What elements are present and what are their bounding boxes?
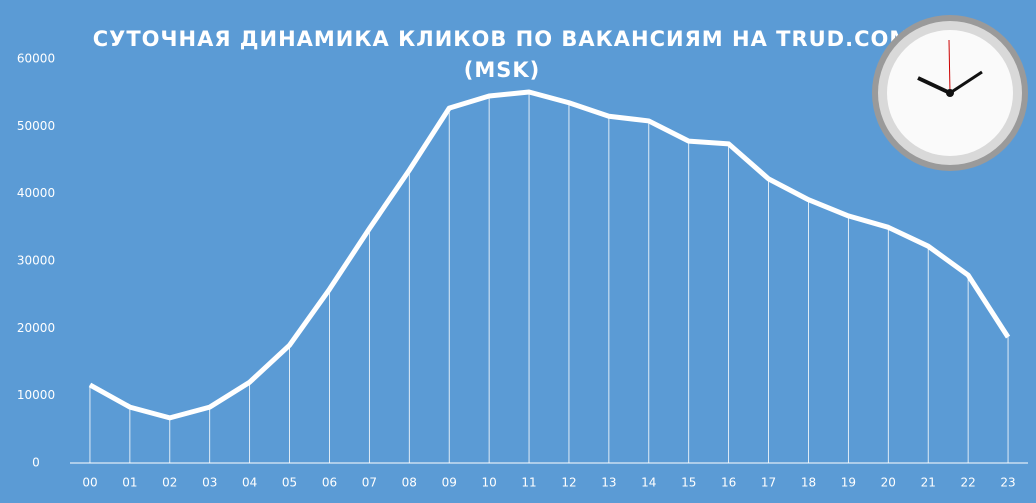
x-tick-label: 03 — [202, 476, 217, 490]
x-tick-label: 17 — [761, 476, 776, 490]
x-tick-label: 20 — [881, 476, 896, 490]
x-tick-label: 09 — [442, 476, 457, 490]
x-tick-label: 12 — [561, 476, 576, 490]
y-tick-label: 40000 — [17, 186, 55, 200]
x-tick-label: 14 — [641, 476, 656, 490]
y-tick-label: 0 — [32, 456, 40, 470]
line — [88, 89, 1011, 421]
chart-title: (MSK) — [464, 58, 541, 82]
clock-icon — [872, 15, 1028, 171]
y-tick-label: 20000 — [17, 321, 55, 335]
x-tick-label: 11 — [521, 476, 536, 490]
y-tick-label: 10000 — [17, 388, 55, 402]
x-tick-label: 15 — [681, 476, 696, 490]
y-tick-label: 50000 — [17, 119, 55, 133]
x-tick-label: 02 — [162, 476, 177, 490]
x-tick-label: 22 — [960, 476, 975, 490]
x-tick-label: 10 — [481, 476, 496, 490]
x-tick-label: 21 — [921, 476, 936, 490]
x-tick-label: 00 — [82, 476, 97, 490]
x-tick-label: 06 — [322, 476, 337, 490]
x-tick-label: 19 — [841, 476, 856, 490]
x-tick-label: 07 — [362, 476, 377, 490]
chart-title: СУТОЧНАЯ ДИНАМИКА КЛИКОВ ПО ВАКАНСИЯМ НА… — [93, 27, 912, 51]
x-tick-label: 18 — [801, 476, 816, 490]
x-tick-label: 16 — [721, 476, 736, 490]
x-tick-label: 13 — [601, 476, 616, 490]
x-tick-label: 04 — [242, 476, 257, 490]
y-tick-label: 30000 — [17, 254, 55, 268]
x-tick-label: 23 — [1000, 476, 1015, 490]
y-tick-label: 60000 — [17, 52, 55, 66]
x-tick-label: 05 — [282, 476, 297, 490]
x-tick-label: 01 — [122, 476, 137, 490]
x-tick-label: 08 — [402, 476, 417, 490]
